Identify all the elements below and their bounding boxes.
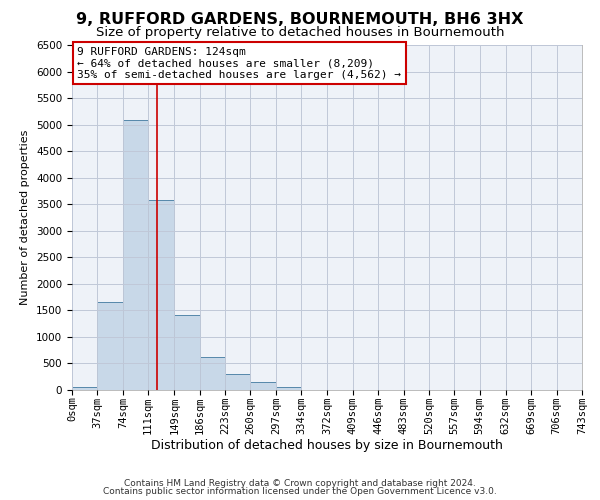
Bar <box>174 314 200 390</box>
Text: Size of property relative to detached houses in Bournemouth: Size of property relative to detached ho… <box>96 26 504 39</box>
X-axis label: Distribution of detached houses by size in Bournemouth: Distribution of detached houses by size … <box>151 440 503 452</box>
Bar <box>97 302 123 390</box>
Bar <box>123 120 148 390</box>
Text: Contains public sector information licensed under the Open Government Licence v3: Contains public sector information licen… <box>103 487 497 496</box>
Text: 9, RUFFORD GARDENS, BOURNEMOUTH, BH6 3HX: 9, RUFFORD GARDENS, BOURNEMOUTH, BH6 3HX <box>76 12 524 28</box>
Bar <box>72 388 97 390</box>
Bar <box>276 387 301 390</box>
Bar <box>250 382 276 390</box>
Bar <box>225 374 250 390</box>
Text: 9 RUFFORD GARDENS: 124sqm
← 64% of detached houses are smaller (8,209)
35% of se: 9 RUFFORD GARDENS: 124sqm ← 64% of detac… <box>77 46 401 80</box>
Bar <box>148 200 174 390</box>
Bar <box>200 357 225 390</box>
Text: Contains HM Land Registry data © Crown copyright and database right 2024.: Contains HM Land Registry data © Crown c… <box>124 478 476 488</box>
Y-axis label: Number of detached properties: Number of detached properties <box>20 130 31 305</box>
